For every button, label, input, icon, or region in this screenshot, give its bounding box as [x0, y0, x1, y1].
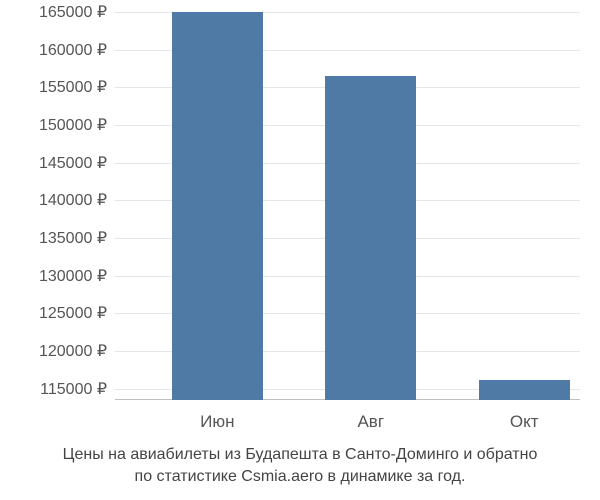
y-tick-label: 155000 ₽ — [0, 77, 107, 97]
caption-line: по статистике Csmia.aero в динамике за г… — [0, 466, 600, 488]
y-tick-label: 145000 ₽ — [0, 153, 107, 173]
y-tick-label: 165000 ₽ — [0, 2, 107, 22]
y-tick-label: 150000 ₽ — [0, 115, 107, 135]
chart-caption: Цены на авиабилеты из Будапешта в Санто-… — [0, 444, 600, 487]
y-tick-label: 140000 ₽ — [0, 190, 107, 210]
bar — [172, 12, 263, 400]
x-tick-label: Авг — [357, 412, 384, 432]
x-tick-label: Окт — [510, 412, 539, 432]
y-tick-label: 125000 ₽ — [0, 303, 107, 323]
y-tick-label: 115000 ₽ — [0, 379, 107, 399]
price-chart: Цены на авиабилеты из Будапешта в Санто-… — [0, 0, 600, 500]
y-tick-label: 130000 ₽ — [0, 266, 107, 286]
bar — [325, 76, 416, 400]
x-tick-label: Июн — [200, 412, 234, 432]
bar — [479, 380, 570, 400]
caption-line: Цены на авиабилеты из Будапешта в Санто-… — [0, 444, 600, 466]
plot-area — [115, 12, 580, 400]
y-tick-label: 135000 ₽ — [0, 228, 107, 248]
y-tick-label: 120000 ₽ — [0, 341, 107, 361]
y-tick-label: 160000 ₽ — [0, 40, 107, 60]
